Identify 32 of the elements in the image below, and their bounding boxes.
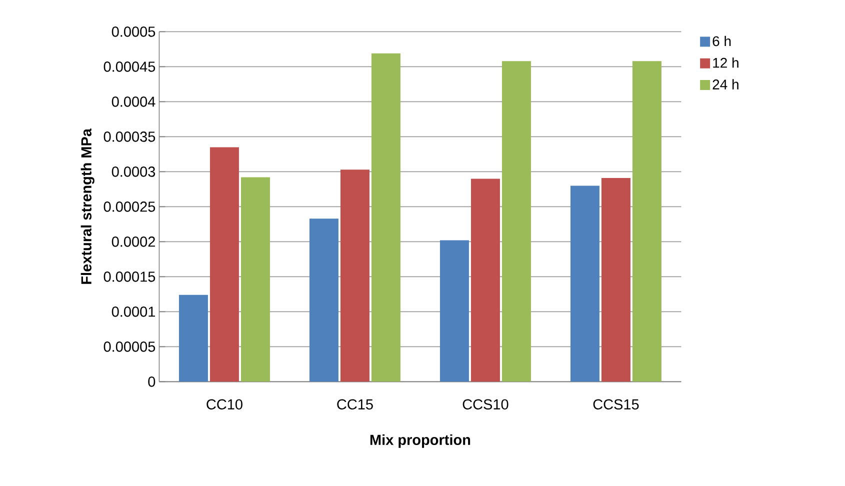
x-tick-label: CC10 — [206, 399, 242, 410]
x-tick-label: CCS10 — [462, 399, 508, 410]
bar — [371, 53, 400, 382]
bar — [309, 218, 338, 382]
y-tick-label: 0.00015 — [104, 272, 156, 282]
y-axis-title: Flextural strength MPa — [80, 128, 94, 284]
bar — [502, 61, 531, 382]
y-tick-label: 0 — [148, 376, 156, 387]
legend-label: 12 h — [713, 58, 738, 68]
y-tick-label: 0.00045 — [104, 62, 156, 72]
x-tick-label: CC15 — [337, 399, 373, 410]
x-axis-title: Mix proportion — [370, 434, 470, 448]
bar — [570, 186, 600, 382]
bar — [470, 178, 500, 382]
legend-label: 24 h — [712, 79, 738, 90]
bar — [240, 177, 270, 382]
y-tick-label: 0.0001 — [112, 306, 155, 317]
y-tick-label: 0.0002 — [112, 236, 155, 247]
y-tick-label: 0.0004 — [112, 96, 156, 107]
x-tick-label: CCS15 — [593, 399, 639, 410]
legend-label: 6 h — [712, 36, 731, 46]
y-tick-label: 0.0003 — [112, 166, 156, 177]
bar — [601, 178, 630, 382]
bar — [440, 240, 469, 382]
bar — [210, 147, 239, 382]
bar — [340, 170, 370, 382]
y-tick-label: 0.00035 — [104, 132, 156, 142]
bar — [632, 61, 662, 382]
y-tick-label: 0.00025 — [104, 202, 156, 212]
y-tick-label: 0.0005 — [112, 26, 156, 37]
y-tick-label: 0.00005 — [104, 342, 156, 352]
bar — [178, 294, 208, 382]
